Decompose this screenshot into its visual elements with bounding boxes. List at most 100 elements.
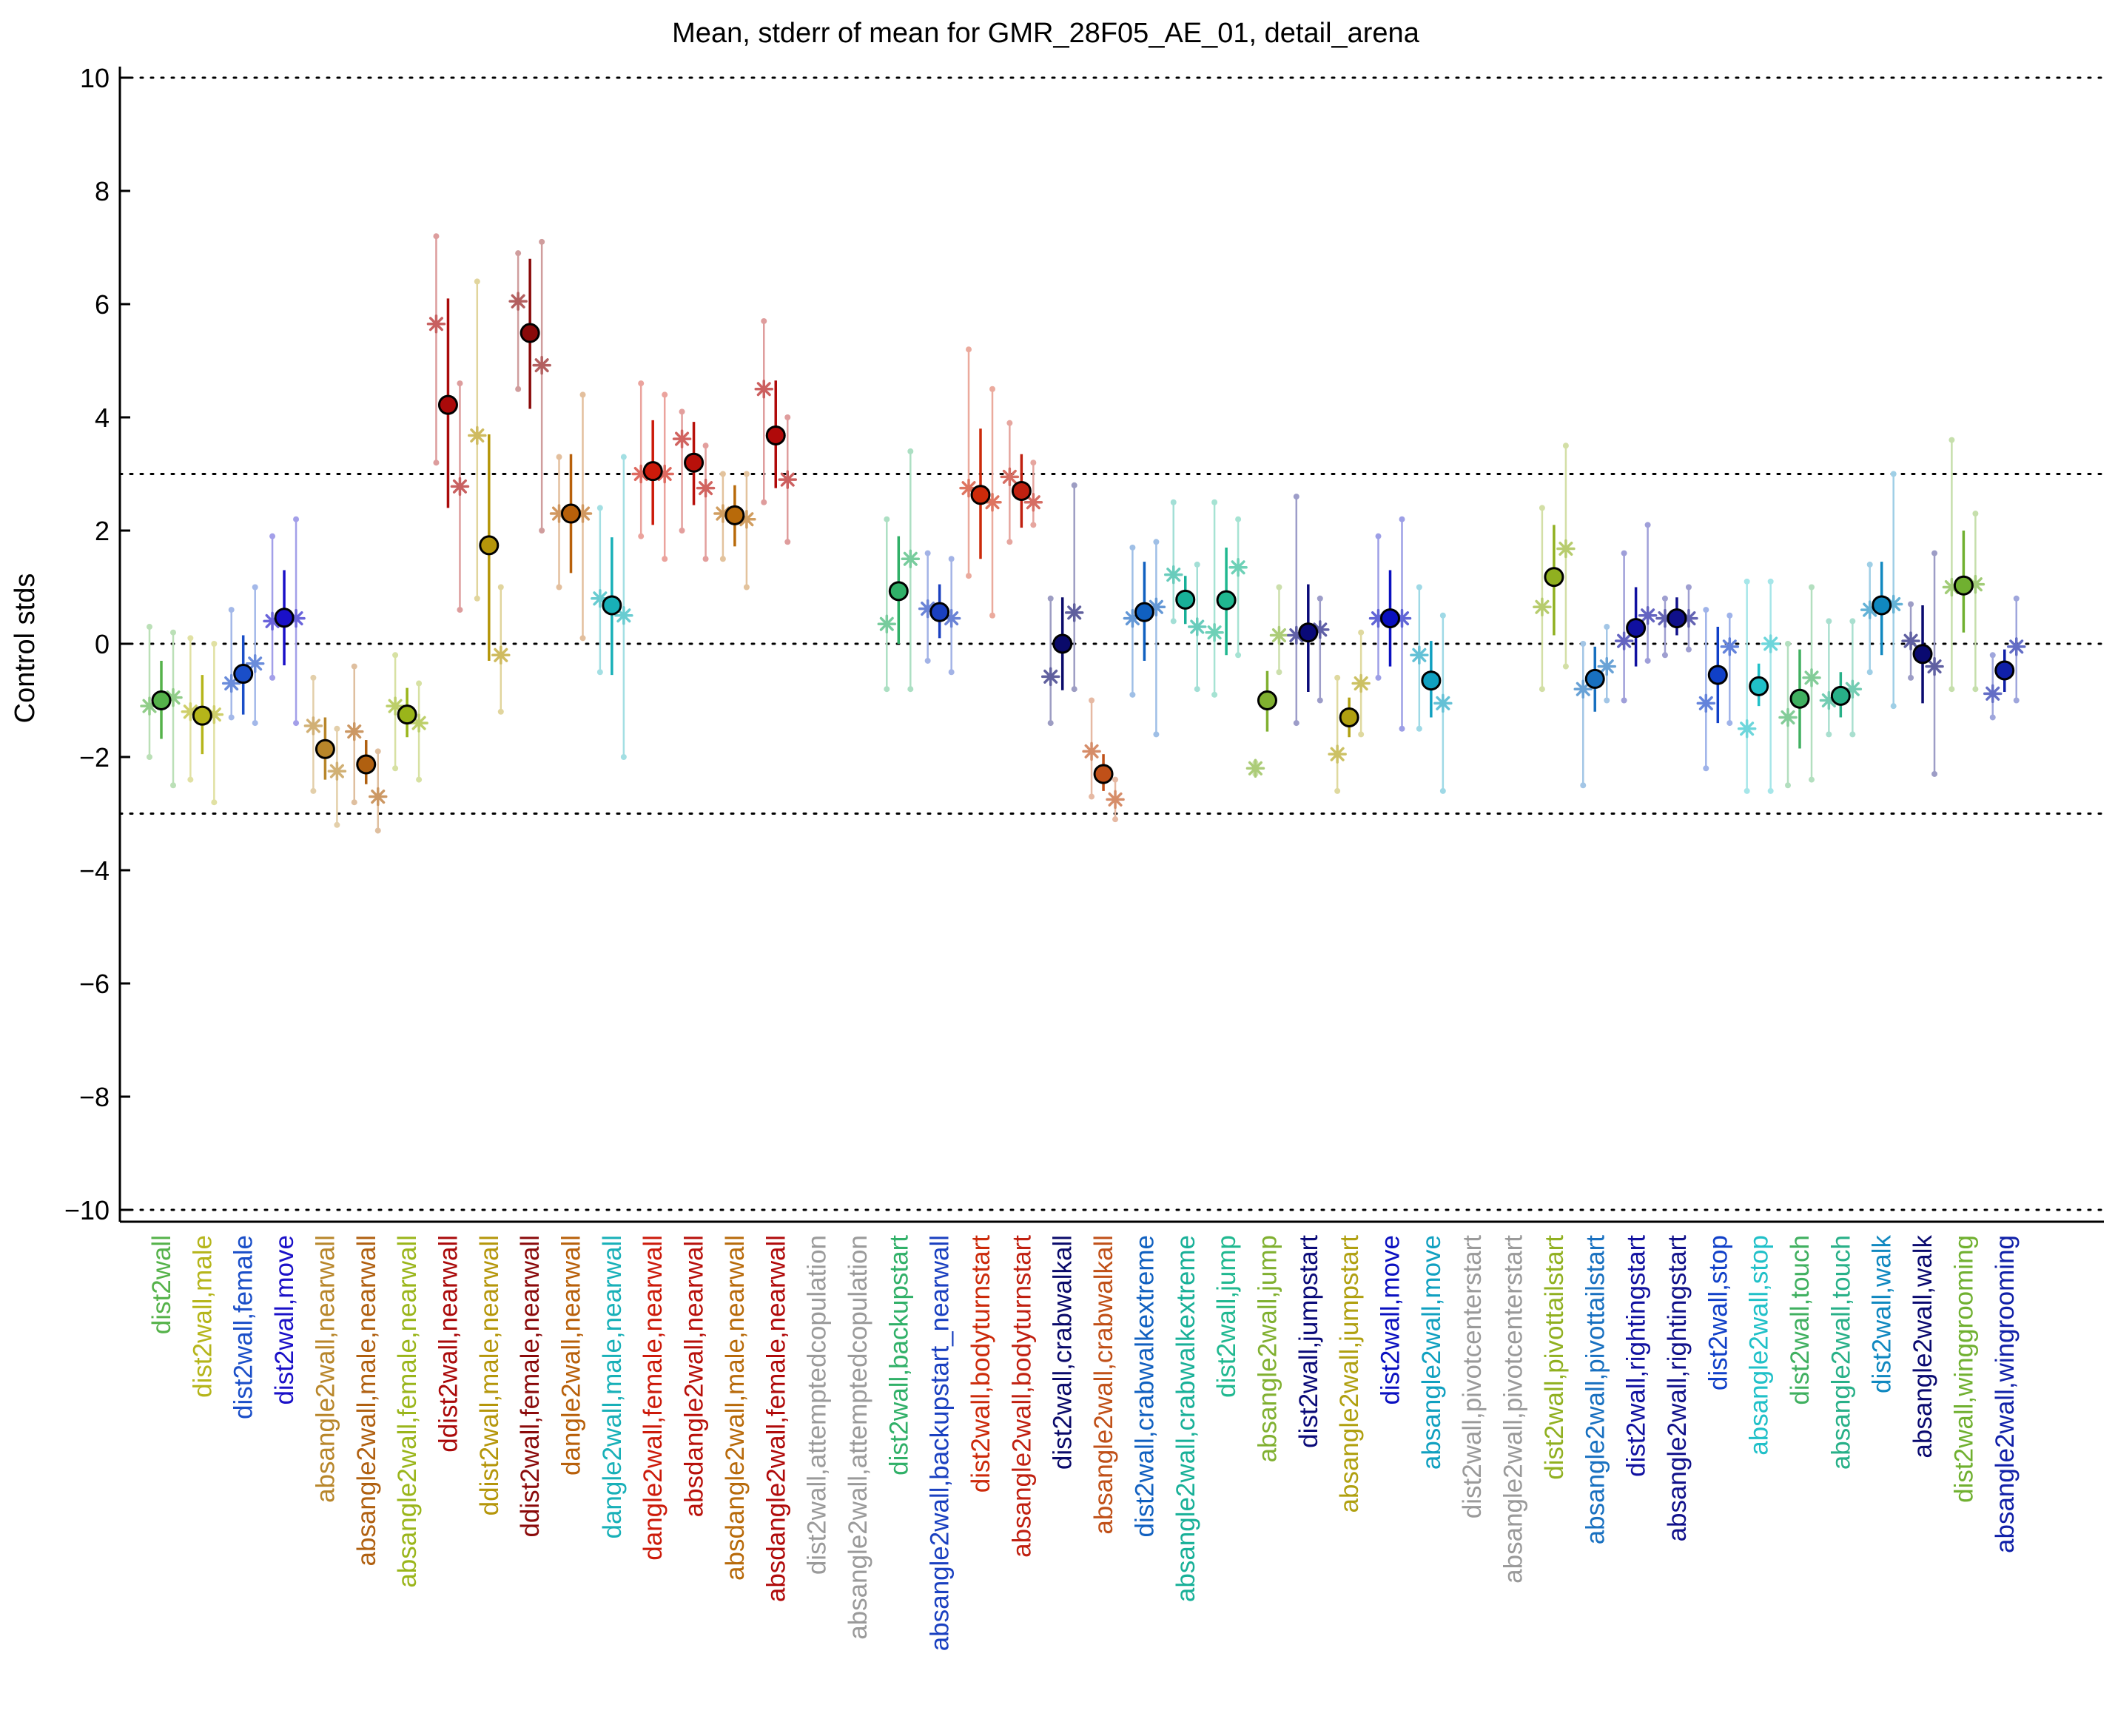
control-range-dot (228, 714, 235, 721)
x-tick-label: absangle2wall,nearwall (311, 1235, 340, 1503)
control-marker (672, 429, 692, 448)
chart-title: Mean, stderr of mean for GMR_28F05_AE_01… (672, 18, 1420, 49)
control-range-dot (1030, 522, 1037, 528)
x-tick-label: absangle2wall,bodyturnstart (1007, 1235, 1036, 1558)
y-tick-label: 0 (95, 629, 110, 659)
control-marker (1761, 634, 1781, 653)
control-range-dot (211, 799, 218, 806)
control-marker (2007, 637, 2026, 656)
mean-marker (1707, 665, 1728, 685)
control-marker (1925, 656, 1944, 676)
x-tick-label: dist2wall,rightingstart (1622, 1235, 1651, 1477)
mean-marker (602, 595, 622, 616)
control-range-dot (1661, 595, 1668, 602)
control-range-dot (1908, 674, 1914, 681)
x-tick-label: absangle2wall,touch (1826, 1235, 1855, 1470)
control-range-dot (1948, 686, 1955, 693)
mean-marker (1667, 608, 1687, 629)
control-range-dot (1785, 641, 1791, 647)
mean-marker (1872, 595, 1892, 616)
y-tick-label: −6 (79, 969, 110, 999)
control-range-dot (1604, 624, 1610, 630)
control-range-dot (1235, 652, 1242, 659)
control-marker (1269, 625, 1289, 645)
control-range-dot (433, 233, 440, 240)
control-marker (1188, 617, 1207, 636)
mean-marker (1912, 644, 1933, 665)
x-tick-label: absangle2wall,jumpstart (1335, 1235, 1364, 1513)
control-range-dot (334, 725, 340, 732)
control-range-dot (170, 782, 176, 789)
control-range-dot (1112, 776, 1119, 783)
mean-marker (356, 754, 377, 775)
control-range-dot (392, 765, 399, 772)
mean-marker (1953, 575, 1974, 596)
control-marker (369, 787, 388, 807)
control-range-dot (187, 635, 194, 642)
control-range-dot (1644, 657, 1651, 664)
control-range-dot (1685, 584, 1692, 591)
control-range-dot (1089, 697, 1095, 704)
mean-marker (519, 323, 540, 343)
control-range-dot (1703, 765, 1709, 772)
control-marker (1106, 790, 1125, 810)
control-range-dot (1006, 420, 1013, 426)
control-range-dot (743, 471, 750, 477)
control-range-dot (269, 533, 276, 539)
control-range-dot (1334, 674, 1341, 681)
control-range-dot (1849, 618, 1856, 625)
x-tick-label: dist2wall,crabwalkextreme (1130, 1235, 1159, 1537)
mean-marker (1175, 589, 1196, 610)
control-marker (303, 716, 323, 736)
y-tick-label: −8 (79, 1082, 110, 1112)
control-range-dot (1194, 561, 1200, 568)
x-tick-label: absangle2wall,pivottailstart (1581, 1235, 1610, 1545)
control-marker (450, 477, 470, 497)
mean-marker (561, 503, 581, 524)
x-tick-label: dist2wall,jump (1212, 1235, 1241, 1398)
control-range-dot (147, 754, 152, 760)
mean-marker (479, 535, 500, 556)
mean-marker (1339, 707, 1359, 727)
y-tick-label: 6 (95, 289, 110, 320)
x-tick-label: absangle2wall,crabwalkextreme (1171, 1235, 1200, 1602)
control-range-dot (539, 528, 545, 534)
mean-marker (397, 704, 417, 725)
mean-marker (274, 608, 295, 628)
x-tick-label: dist2wall,move (1376, 1235, 1405, 1405)
control-range-dot (579, 635, 586, 642)
control-range-dot (351, 799, 357, 806)
control-range-dot (269, 674, 276, 681)
mean-marker (233, 664, 254, 684)
x-tick-label: absangle2wall,pivotcenterstart (1499, 1235, 1528, 1584)
control-range-dot (252, 720, 258, 727)
control-range-dot (1375, 674, 1382, 681)
control-marker (877, 614, 897, 633)
control-range-dot (1416, 584, 1422, 591)
mean-marker (1544, 567, 1564, 588)
control-range-dot (1006, 539, 1013, 545)
control-range-dot (515, 250, 522, 257)
control-marker (1556, 539, 1576, 559)
control-range-dot (1644, 522, 1651, 528)
control-range-dot (924, 657, 931, 664)
mean-markers (151, 258, 2015, 791)
control-range-dot (1539, 505, 1545, 511)
control-range-dot (1317, 697, 1323, 704)
control-marker (1000, 467, 1020, 487)
control-range-dot (539, 238, 545, 245)
control-range-dot (1439, 612, 1446, 619)
x-tick-label: dist2wall,winggrooming (1949, 1235, 1978, 1503)
x-tick-label: dist2wall,bodyturnstart (966, 1235, 995, 1493)
control-marker (1533, 597, 1552, 617)
control-range-dot (1744, 787, 1750, 794)
control-range-dot (1767, 787, 1774, 794)
x-tick-label: dist2wall (147, 1235, 176, 1334)
control-range-dot (1416, 725, 1422, 732)
control-range-dot (211, 641, 218, 647)
control-range-dot (620, 754, 627, 760)
control-marker (778, 470, 797, 489)
control-range-dot (310, 674, 317, 681)
control-range-dot (1989, 714, 1996, 721)
